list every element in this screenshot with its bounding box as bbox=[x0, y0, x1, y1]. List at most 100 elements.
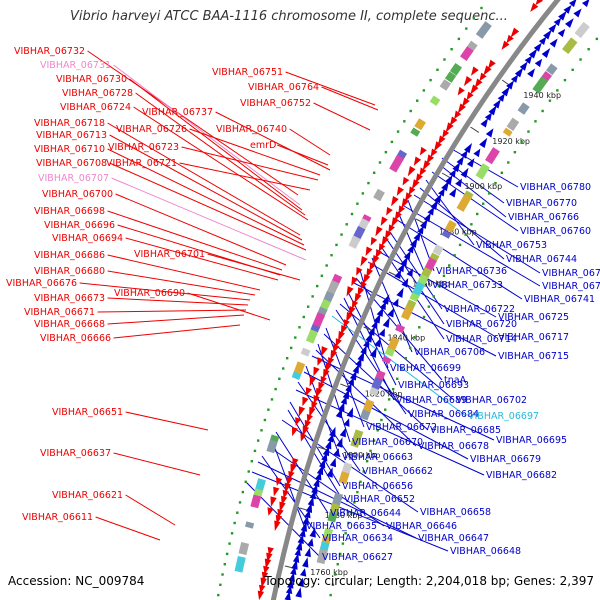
forward-gene-arrow bbox=[419, 146, 427, 156]
inner-dot bbox=[372, 439, 376, 442]
connector-line-right bbox=[367, 261, 497, 338]
reverse-gene-arrow bbox=[434, 193, 442, 204]
kbp-tick bbox=[470, 126, 480, 133]
feature-box bbox=[371, 377, 383, 391]
backbone-arc bbox=[270, 0, 561, 600]
feature-box bbox=[234, 555, 246, 573]
reverse-gene-arrow bbox=[392, 298, 399, 307]
reverse-gene-arrow bbox=[329, 426, 336, 438]
kbp-tick bbox=[317, 446, 328, 451]
outer-dot bbox=[260, 429, 263, 432]
forward-gene-arrow bbox=[413, 156, 422, 166]
gene-label-right: VIBHAR_06689 bbox=[396, 395, 467, 406]
reverse-gene-arrow bbox=[342, 388, 350, 400]
chromosome-backbone bbox=[270, 0, 561, 600]
outer-dot bbox=[378, 161, 382, 164]
forward-gene-arrow bbox=[370, 236, 378, 246]
outer-dot bbox=[311, 295, 314, 298]
forward-gene-arrow bbox=[366, 268, 374, 278]
reverse-gene-arrow bbox=[379, 301, 386, 311]
reverse-gene-arrow bbox=[533, 42, 542, 52]
gene-label-right: VIBHAR_06725 bbox=[498, 312, 569, 323]
forward-gene-arrow bbox=[357, 287, 365, 297]
outer-dot bbox=[403, 120, 406, 123]
reverse-gene-arrow bbox=[449, 188, 457, 198]
forward-gene-arrow bbox=[348, 306, 356, 316]
connector-line-left bbox=[129, 78, 303, 211]
inner-dot bbox=[579, 58, 582, 61]
gene-label-right: VIBHAR_06662 bbox=[362, 466, 433, 477]
reverse-gene-arrow bbox=[382, 294, 390, 305]
forward-gene-arrow bbox=[404, 192, 413, 202]
right-gene-labels: VIBHAR_06780 VIBHAR_06770 VIBHAR_06766 VIBH… bbox=[306, 182, 600, 563]
gene-label-right: VIBHAR_06685 bbox=[430, 425, 501, 436]
reverse-gene-arrow bbox=[568, 0, 577, 8]
reverse-gene-arrow bbox=[305, 502, 313, 513]
outer-dot bbox=[416, 99, 419, 102]
outer-dot bbox=[263, 418, 267, 422]
gene-label-right: VIBHAR_06733 bbox=[432, 280, 503, 291]
gene-label-left: emrD bbox=[250, 140, 276, 151]
outer-dot bbox=[221, 573, 224, 576]
forward-gene-arrow bbox=[270, 496, 277, 507]
gene-label-right: VIBHAR_06678 bbox=[418, 441, 489, 452]
connector-line-left bbox=[181, 146, 319, 181]
reverse-gene-arrow bbox=[543, 29, 552, 40]
reverse-gene-arrow bbox=[335, 407, 343, 419]
reverse-gene-arrow bbox=[396, 287, 404, 298]
reverse-gene-arrow bbox=[307, 538, 314, 547]
outer-dot bbox=[306, 305, 310, 308]
inner-dot bbox=[341, 542, 345, 545]
inner-dot bbox=[422, 315, 426, 319]
gene-label-right: VIBHAR_06736 bbox=[436, 266, 507, 277]
forward-gene-arrow bbox=[351, 276, 359, 287]
outer-dot bbox=[443, 58, 446, 61]
forward-gene-arrow bbox=[284, 482, 292, 494]
gene-label-right: VIBHAR_06647 bbox=[418, 533, 489, 544]
outer-dot bbox=[480, 6, 483, 10]
inner-dot bbox=[359, 480, 362, 483]
forward-gene-arrow bbox=[442, 129, 450, 139]
outer-dot bbox=[241, 490, 245, 494]
gene-label-left: VIBHAR_06724 bbox=[60, 102, 131, 113]
gene-label-right: VIBHAR_06706 bbox=[414, 347, 485, 358]
connector-line-left bbox=[215, 111, 331, 171]
outer-dot bbox=[390, 140, 394, 144]
outer-dot bbox=[384, 151, 388, 154]
outer-dot bbox=[350, 212, 354, 216]
kbp-ticks: 1760 kbp 1780 kbp 1800 kbp 1820 kbp 1840 kbp… bbox=[284, 79, 561, 577]
reverse-gene-arrow bbox=[420, 218, 428, 229]
reverse-gene-arrow bbox=[340, 396, 347, 405]
inner-dot bbox=[556, 89, 559, 92]
connector-line-left bbox=[107, 314, 245, 325]
inner-feature-ring bbox=[316, 21, 590, 565]
inner-dot bbox=[396, 377, 399, 380]
connector-line-right bbox=[393, 217, 523, 300]
inner-dot bbox=[408, 346, 412, 350]
feature-box bbox=[389, 154, 405, 173]
reverse-gene-arrow bbox=[406, 268, 413, 278]
gene-label-left: VIBHAR_06723 bbox=[108, 142, 179, 153]
inner-dot bbox=[387, 398, 391, 401]
feature-box bbox=[386, 336, 400, 352]
forward-gene-arrow bbox=[433, 141, 442, 152]
outer-dot bbox=[267, 408, 270, 411]
feature-box bbox=[562, 37, 578, 55]
inner-dot bbox=[362, 470, 365, 473]
forward-gene-arrow bbox=[282, 489, 289, 499]
forward-gene-arrow bbox=[346, 311, 353, 323]
connector-line-right bbox=[359, 269, 389, 369]
forward-gene-arrow bbox=[257, 590, 265, 600]
inner-dot bbox=[427, 305, 431, 308]
outer-dot bbox=[228, 542, 231, 545]
reverse-gene-arrow bbox=[307, 496, 314, 507]
inner-dot bbox=[458, 243, 462, 247]
forward-gene-arrow bbox=[419, 167, 427, 176]
connector-line-left bbox=[125, 411, 209, 431]
outer-dot bbox=[219, 583, 222, 586]
inner-dot bbox=[376, 429, 379, 432]
forward-gene-arrow bbox=[258, 584, 266, 594]
connector-line-left bbox=[125, 494, 176, 526]
inner-dot bbox=[541, 109, 544, 113]
forward-gene-arrow bbox=[462, 97, 470, 107]
